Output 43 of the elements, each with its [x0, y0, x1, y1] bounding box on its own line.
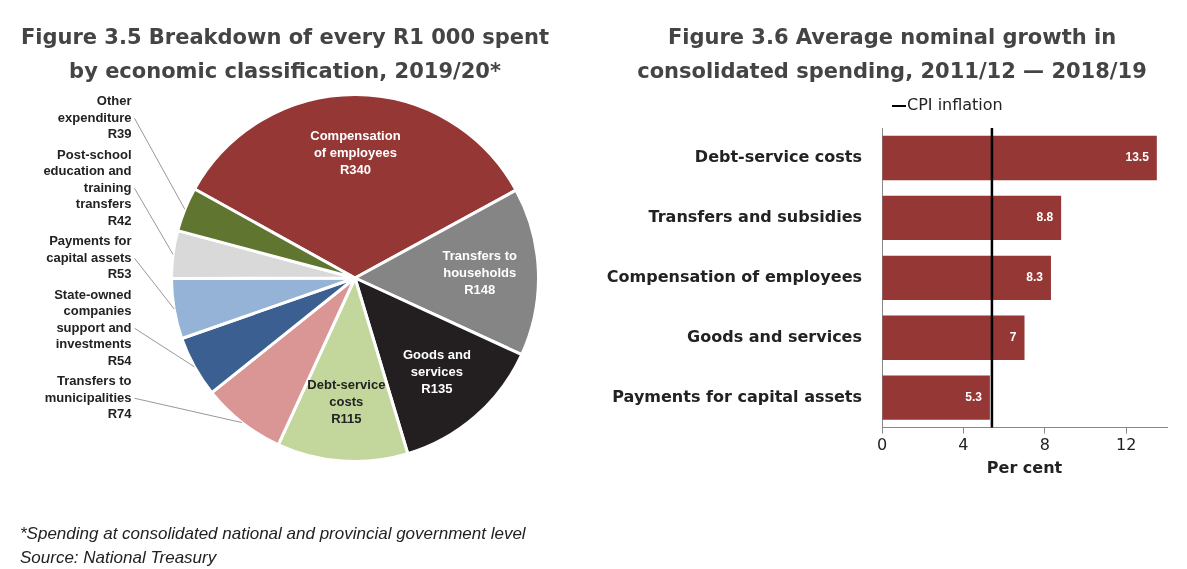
y-tick-label: Transfers and subsidies: [648, 207, 862, 227]
data-label: 8.8: [1036, 210, 1054, 225]
y-tick-label: Goods and services: [687, 326, 862, 346]
legend-label: CPI inflation: [907, 95, 1003, 115]
text: *Spending at consolidated national and provincial government level: [20, 523, 526, 545]
x-tick-label: 0: [876, 435, 888, 455]
x-axis-title: Per cent: [986, 457, 1063, 477]
data-label: R115: [331, 411, 362, 427]
y-tick-label: Payments for capital assets: [612, 386, 862, 406]
bar: [882, 315, 1025, 360]
source-note: Source: National Treasury: [20, 547, 218, 569]
y-tick-label: Debt-service costs: [694, 147, 862, 167]
data-label: R54: [107, 352, 133, 368]
data-label: R39: [107, 126, 132, 142]
slice-label: Goods and services: [402, 346, 471, 379]
x-tick-label: 12: [1116, 435, 1137, 455]
slice-label: Post-school education and training transfers: [43, 146, 132, 212]
x-tick-label: 4: [958, 435, 969, 455]
data-label: R74: [107, 406, 133, 422]
slice-label: Payments for capital assets: [46, 233, 132, 265]
x-tick-label: 8: [1039, 435, 1050, 455]
slice-label: Compensation of employees: [310, 127, 401, 160]
slice-label: Transfers to municipalities: [44, 373, 132, 405]
data-label: 8.3: [1026, 270, 1044, 285]
data-label: 7: [1009, 330, 1017, 345]
bar: [882, 375, 990, 420]
slice-label: Other expenditure: [57, 93, 132, 125]
bar: [882, 195, 1062, 241]
data-label: R340: [339, 161, 371, 177]
slice-label: Debt-service costs: [307, 377, 386, 410]
data-label: R135: [421, 380, 453, 396]
data-label: R148: [464, 282, 496, 298]
slice-label: State-owned companies support and investments: [54, 286, 132, 352]
bar: [882, 135, 1157, 181]
data-label: 5.3: [965, 389, 983, 404]
data-label: R53: [107, 266, 132, 282]
data-label: 13.5: [1125, 150, 1150, 165]
y-tick-label: Compensation of employees: [606, 266, 862, 286]
data-label: R42: [107, 212, 132, 228]
slice-label: Transfers to households: [442, 248, 517, 281]
chart-title: Figure 3.5 Breakdown of every R1 000 spent by economic classification, 2019/20*: [19, 24, 551, 85]
bar: [882, 255, 1051, 300]
chart-title: Figure 3.6 Average nominal growth in consolidated spending, 2011/12 — 2018/19: [636, 24, 1148, 85]
